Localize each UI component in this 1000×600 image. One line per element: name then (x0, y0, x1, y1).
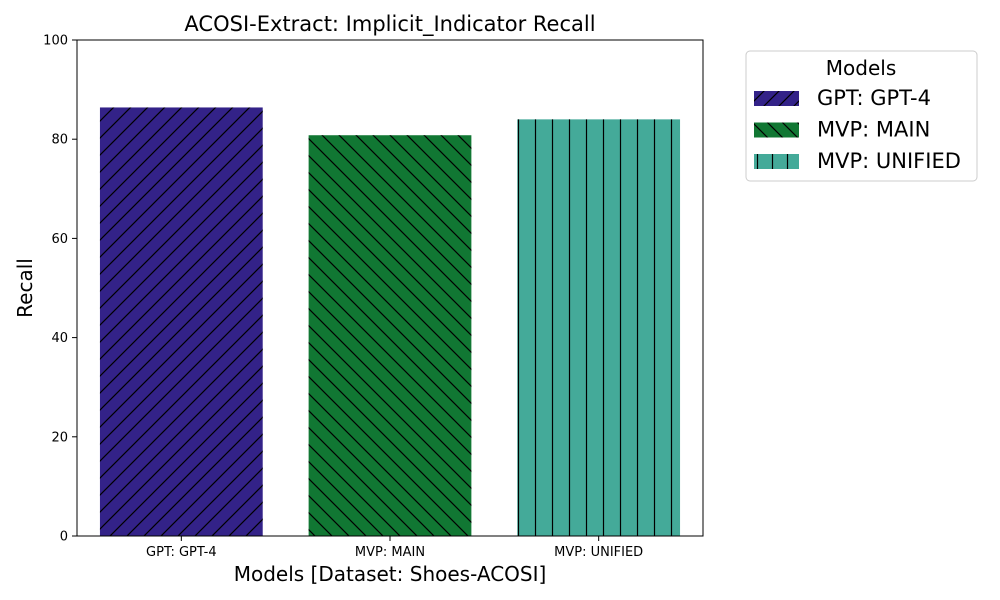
y-axis-ticks: 0 20 40 60 80 100 (43, 34, 77, 545)
plot-frame (76, 39, 704, 537)
legend-frame (745, 50, 978, 182)
legend-label-gpt-gpt-4: GPT: GPT-4 (817, 86, 931, 110)
y-tick-label: 60 (51, 232, 68, 247)
y-tick-label: 0 (60, 530, 68, 545)
chart-title: ACOSI-Extract: Implicit_Indicator Recall (184, 12, 595, 37)
x-tick-label: MVP: UNIFIED (554, 545, 643, 560)
legend-swatch-hatch-gpt-gpt-4 (754, 91, 799, 106)
y-axis-label: Recall (13, 258, 37, 318)
legend-entries: GPT: GPT-4 MVP: MAIN MVP: UNIFIED (754, 86, 961, 173)
bar-hatch-mvp-main (308, 135, 472, 536)
bar-hatch-mvp-unified (517, 119, 681, 537)
x-axis-label: Models [Dataset: Shoes-ACOSI] (234, 562, 547, 586)
y-tick-label: 40 (51, 331, 68, 346)
x-tick-label: MVP: MAIN (355, 545, 425, 560)
legend-swatch-hatch-mvp-unified (754, 154, 799, 169)
legend-title: Models (826, 56, 896, 80)
y-tick-label: 20 (51, 430, 68, 445)
bar-hatch-gpt-gpt-4 (99, 107, 263, 537)
legend: Models GPT: GPT-4 MVP: MAIN MVP: UNIFIED (745, 50, 978, 182)
x-axis-ticks: GPT: GPT-4 MVP: MAIN MVP: UNIFIED (146, 536, 643, 560)
x-tick-label: GPT: GPT-4 (146, 545, 217, 560)
y-tick-label: 80 (51, 133, 68, 148)
legend-label-mvp-main: MVP: MAIN (817, 118, 930, 142)
y-tick-label: 100 (43, 34, 68, 49)
legend-label-mvp-unified: MVP: UNIFIED (817, 149, 961, 173)
legend-swatch-hatch-mvp-main (754, 122, 799, 138)
bars-group (99, 107, 681, 537)
